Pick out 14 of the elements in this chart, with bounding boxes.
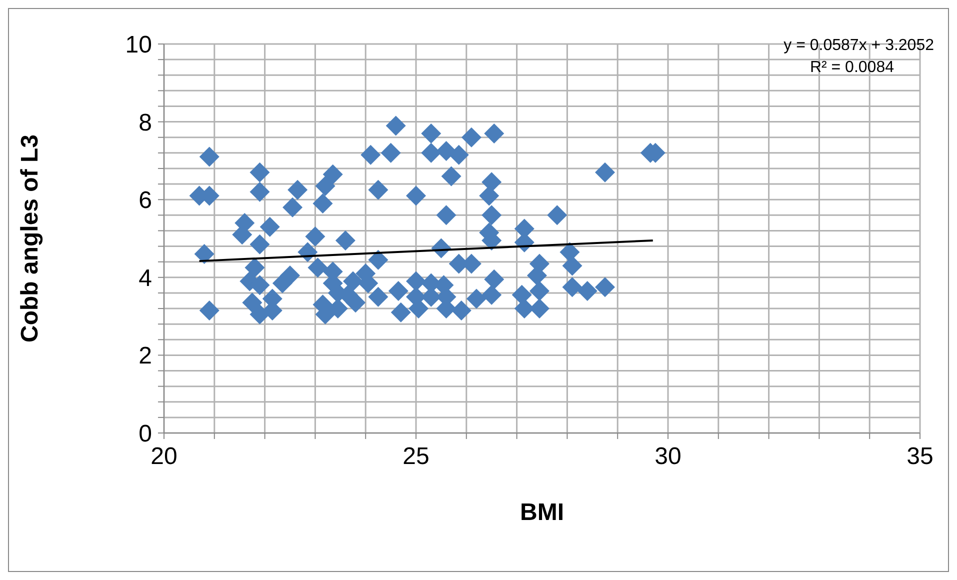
y-tick-label: 4 xyxy=(138,264,152,292)
y-tick-label: 10 xyxy=(125,32,152,59)
x-axis-title: BMI xyxy=(520,499,564,526)
annotation: y = 0.0587x + 3.2052 xyxy=(784,36,934,56)
x-tick-label: 25 xyxy=(402,443,430,470)
y-tick-label: 8 xyxy=(138,109,152,136)
y-tick-label: 2 xyxy=(138,342,152,370)
x-tick-label: 20 xyxy=(150,443,178,470)
x-tick-label: 30 xyxy=(654,443,682,470)
annotation: R² = 0.0084 xyxy=(808,58,895,78)
y-axis-title: Cobb angles of L3 xyxy=(16,134,44,343)
y-tick-label: 0 xyxy=(138,420,152,448)
x-tick-label: 35 xyxy=(906,443,934,470)
y-tick-label: 6 xyxy=(138,187,152,214)
